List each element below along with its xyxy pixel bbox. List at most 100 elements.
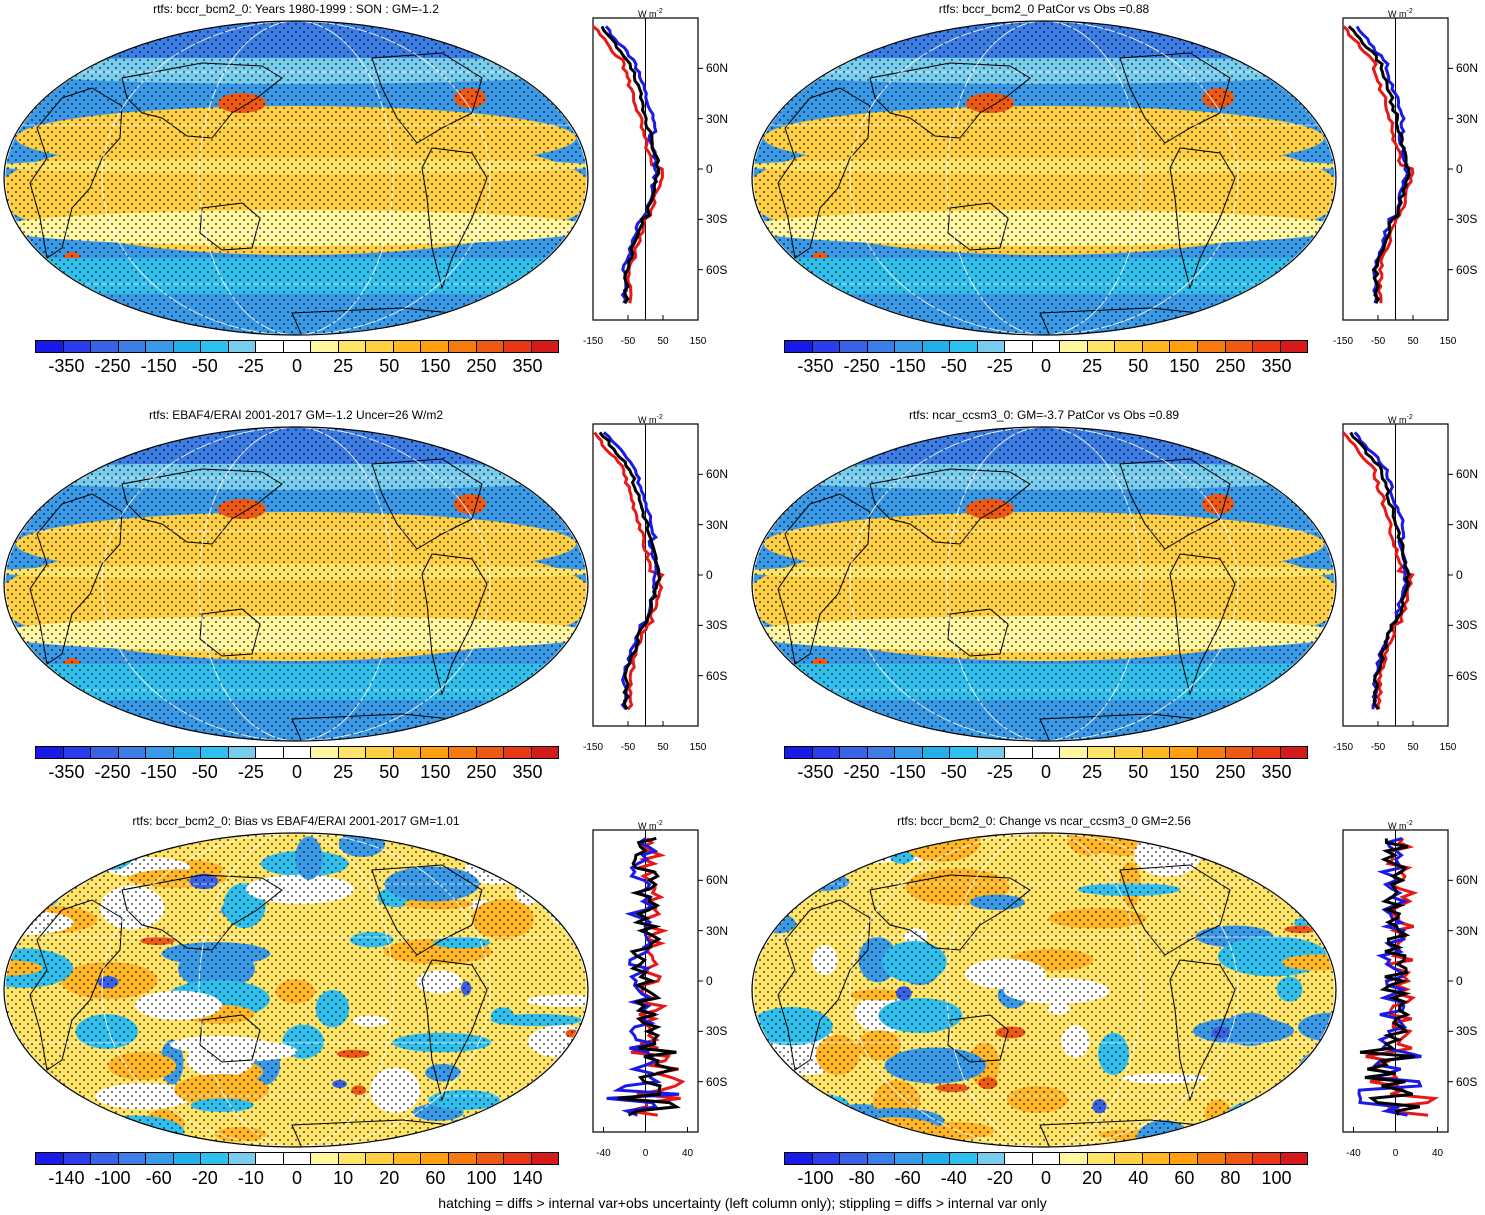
zonal-tick-label: -50	[1370, 742, 1386, 753]
lat-tick-label: 60S	[1456, 262, 1478, 277]
zonal-tick-label: 150	[689, 742, 707, 753]
lat-tick-label: 30S	[1456, 1024, 1478, 1039]
colorbar-label: 60	[425, 1168, 446, 1188]
lat-tick-label: 60S	[1456, 1074, 1478, 1089]
colorbar-label: 25	[1082, 762, 1103, 782]
colorbar-label: -80	[848, 1168, 875, 1188]
units-exponent: -2	[656, 8, 663, 15]
colorbar-label: 250	[466, 356, 497, 376]
colorbar-swatch	[1196, 746, 1226, 759]
lat-tick-label: 30N	[706, 923, 729, 938]
units-label: W m-2	[638, 820, 663, 831]
zonal-tick-label: 0	[1392, 1148, 1399, 1159]
colorbar-swatch	[1279, 340, 1309, 353]
colorbar-swatch	[894, 340, 923, 353]
colorbar-swatch	[1031, 340, 1061, 353]
colorbar	[35, 746, 560, 759]
colorbar-label: -250	[94, 762, 131, 782]
units-text: W m	[638, 821, 657, 831]
units-text: W m	[638, 9, 657, 19]
colorbar-labels: -350 -250 -150 -50 -25 0 25 50 150 250 350	[35, 356, 559, 378]
colorbar-swatch	[894, 1152, 923, 1165]
colorbar-swatch	[1141, 746, 1171, 759]
lat-tick-label: 0	[706, 568, 713, 582]
colorbar-swatch	[1141, 340, 1171, 353]
global-map	[3, 832, 589, 1148]
colorbar	[35, 340, 560, 353]
colorbar	[784, 340, 1309, 353]
colorbar-label: -40	[940, 1168, 967, 1188]
colorbar-swatch	[866, 746, 896, 759]
colorbar-label: 25	[1082, 356, 1103, 376]
colorbar-swatch	[1224, 1152, 1254, 1165]
colorbar-label: -350	[797, 762, 834, 782]
panel-title: rtfs: bccr_bcm2_0 PatCor vs Obs =0.88	[938, 2, 1150, 16]
zonal-mean-plot	[592, 829, 703, 1133]
colorbar-label: 350	[512, 762, 543, 782]
panel-mid-left: rtfs: EBAF4/ERAI 2001-2017 GM=-1.2 Uncer…	[0, 406, 1485, 806]
colorbar-label: 50	[1128, 356, 1149, 376]
colorbar-swatch	[1086, 340, 1116, 353]
colorbar-label: -140	[48, 1168, 85, 1188]
lat-tick-label: 60N	[706, 873, 729, 888]
lat-tick-label: 30N	[1456, 923, 1479, 938]
colorbar-swatch	[784, 1152, 813, 1165]
units-exponent: -2	[656, 820, 663, 827]
colorbar-label: 350	[1261, 356, 1292, 376]
colorbar-swatch	[1114, 340, 1143, 353]
colorbar-label: -150	[889, 356, 926, 376]
colorbar-swatch	[866, 1152, 896, 1165]
zonal-tick-label: -50	[1370, 336, 1386, 347]
colorbar-label: -250	[843, 762, 880, 782]
colorbar-swatch	[811, 1152, 841, 1165]
colorbar-labels: -350 -250 -150 -50 -25 0 25 50 150 250 350	[784, 356, 1308, 378]
lat-tick-label: 60N	[1456, 61, 1479, 76]
colorbar-label: -25	[986, 762, 1013, 782]
zonal-tick-label: 50	[657, 336, 669, 347]
zonal-tick-label: 50	[657, 742, 669, 753]
global-map	[3, 426, 589, 742]
panel-top-right: rtfs: bccr_bcm2_0 PatCor vs Obs =0.88 -35…	[0, 0, 1485, 400]
lat-tick-label: 0	[706, 162, 713, 176]
colorbar-swatch	[1224, 746, 1254, 759]
panel-title: rtfs: ncar_ccsm3_0: GM=-3.7 PatCor vs Ob…	[908, 408, 1180, 422]
lat-tick-label: 0	[1456, 568, 1463, 582]
zonal-tick-label: -150	[1332, 336, 1353, 347]
colorbar-swatch	[839, 746, 868, 759]
panel-title: rtfs: bccr_bcm2_0: Bias vs EBAF4/ERAI 20…	[132, 814, 460, 828]
colorbar-swatch	[1141, 1152, 1171, 1165]
colorbar-label: -10	[237, 1168, 264, 1188]
colorbar-label: 140	[512, 1168, 543, 1188]
lat-tick-label: 30S	[706, 212, 728, 227]
colorbar-label: -250	[94, 356, 131, 376]
colorbar-swatch	[1252, 1152, 1281, 1165]
colorbar-label: 150	[1169, 356, 1200, 376]
colorbar-swatch	[976, 1152, 1006, 1165]
zonal-mean-plot	[592, 17, 703, 321]
colorbar-label: 150	[420, 762, 451, 782]
lat-tick-label: 60N	[706, 467, 729, 482]
colorbar-swatch	[530, 1152, 560, 1165]
units-exponent: -2	[1406, 414, 1413, 421]
colorbar-label: 150	[1169, 762, 1200, 782]
colorbar-swatch	[1059, 746, 1088, 759]
units-text: W m	[638, 415, 657, 425]
global-map	[3, 20, 589, 336]
colorbar-labels: -140 -100 -60 -20 -10 0 10 20 60 100 140	[35, 1168, 559, 1190]
colorbar-swatch	[1086, 746, 1116, 759]
colorbar	[784, 746, 1309, 759]
zonal-tick-label: 40	[1431, 1148, 1444, 1159]
units-label: W m-2	[1388, 820, 1413, 831]
colorbar-swatch	[1169, 340, 1198, 353]
units-exponent: -2	[1406, 820, 1413, 827]
zonal-tick-label: 0	[642, 1148, 649, 1159]
zonal-tick-label: -150	[582, 336, 603, 347]
units-exponent: -2	[1406, 8, 1413, 15]
footer-note: hatching = diffs > internal var+obs unce…	[438, 1195, 1047, 1211]
colorbar-label: 20	[1082, 1168, 1103, 1188]
colorbar-swatch	[1086, 1152, 1116, 1165]
colorbar-swatch	[949, 1152, 978, 1165]
lat-tick-label: 30N	[1456, 517, 1479, 532]
colorbar-label: 0	[291, 1168, 303, 1188]
colorbar-label: -60	[145, 1168, 172, 1188]
